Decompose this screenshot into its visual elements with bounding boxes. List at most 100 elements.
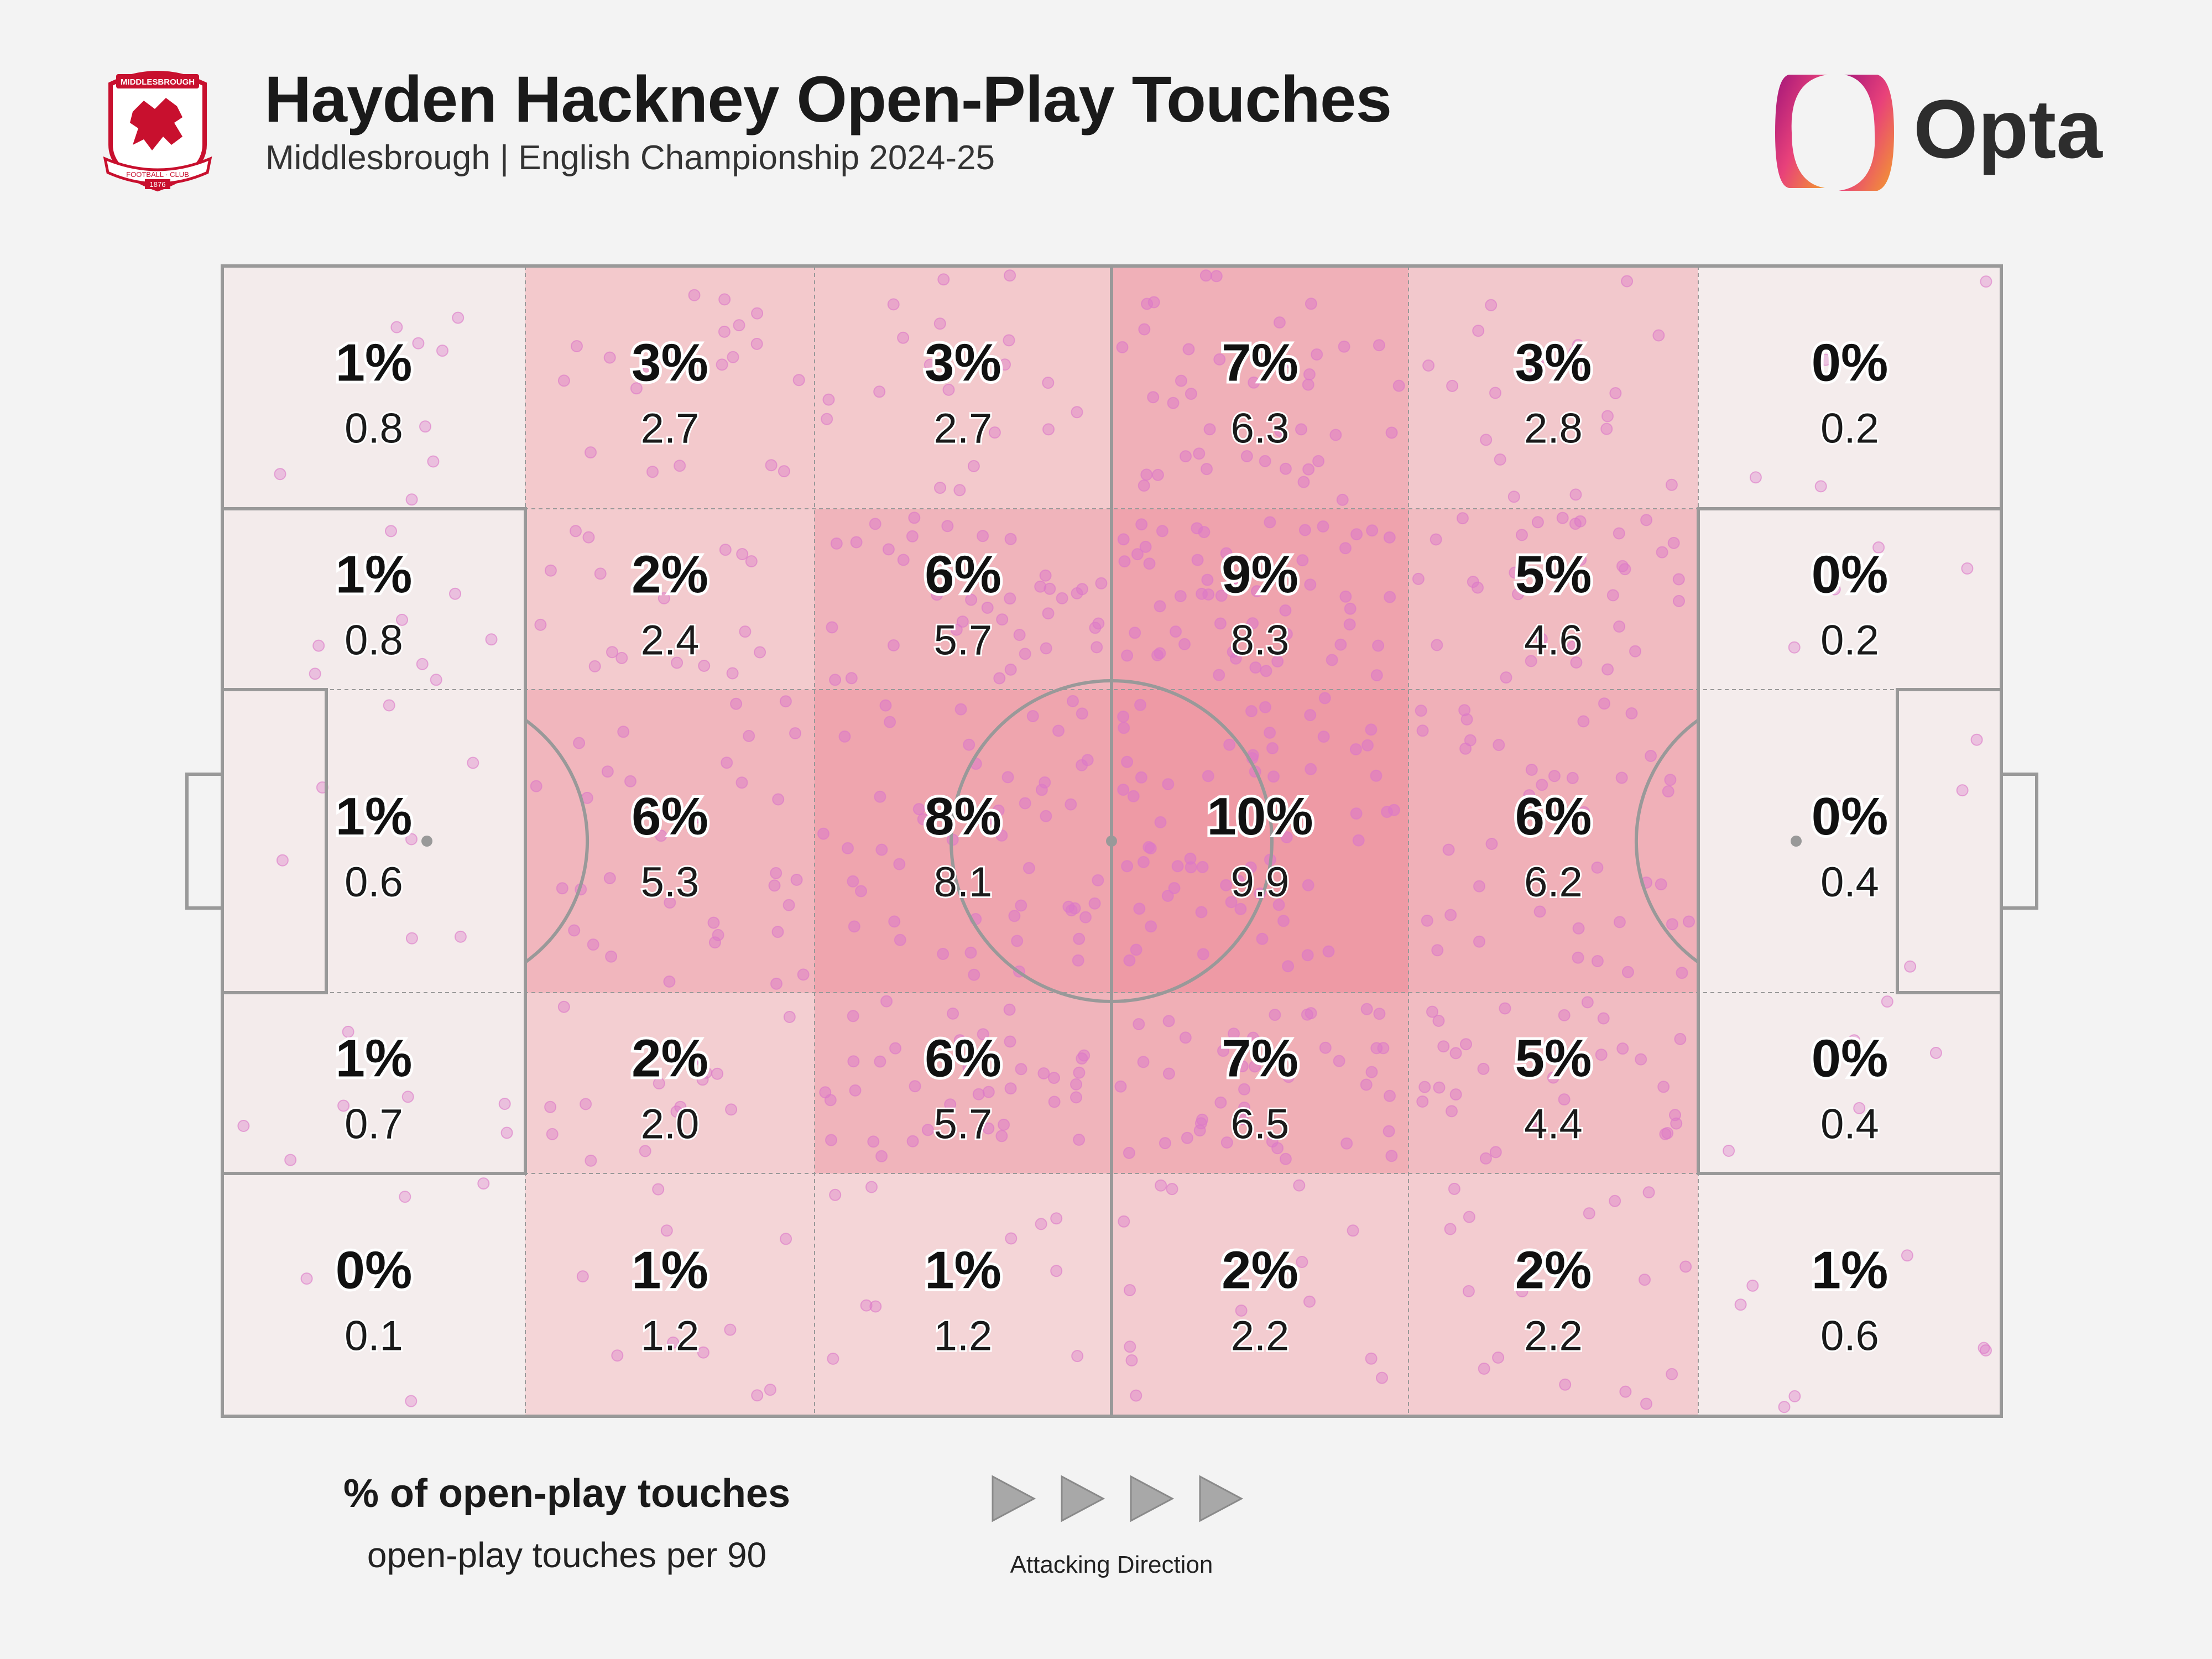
touch-dot	[312, 639, 325, 652]
touch-dot	[1228, 1066, 1240, 1079]
chart-title: Hayden Hackney Open-Play Touches	[264, 63, 1392, 136]
touch-dot	[1081, 754, 1094, 766]
touch-dot	[1154, 816, 1167, 828]
touch-dot	[1317, 731, 1330, 743]
touch-dot	[1664, 774, 1677, 786]
touch-dot	[1556, 512, 1569, 524]
zone-r3-c2	[815, 993, 1112, 1173]
touch-dot	[1015, 1063, 1027, 1076]
touch-dot	[1463, 1211, 1475, 1223]
touch-dot	[1004, 663, 1017, 676]
touch-dot	[1442, 843, 1455, 856]
touch-dot	[557, 1000, 570, 1013]
zone-per90-label: 2.4	[641, 617, 700, 664]
touch-dot	[624, 775, 637, 787]
touch-dot	[1297, 476, 1310, 488]
touch-dot	[405, 833, 418, 846]
touch-dot	[1238, 1102, 1251, 1114]
touch-dot	[606, 646, 618, 659]
touch-dot	[1635, 1053, 1647, 1066]
touch-dot	[646, 466, 659, 478]
touch-dot	[1462, 1285, 1475, 1297]
touch-dot	[1162, 778, 1175, 791]
touch-dot	[1723, 1145, 1735, 1157]
touch-dot	[917, 813, 930, 826]
touch-dot	[772, 793, 785, 806]
touch-dot	[485, 633, 498, 646]
zone-per90-label: 9.9	[1231, 859, 1290, 906]
touch-dot	[830, 537, 843, 550]
touch-dot	[1088, 897, 1101, 910]
touch-dot	[1179, 1031, 1192, 1044]
touch-dot	[1167, 397, 1180, 409]
touch-dot	[1004, 1082, 1017, 1095]
touch-dot	[850, 536, 863, 549]
touch-dot	[1305, 298, 1317, 310]
touch-dot	[712, 928, 724, 941]
touch-dot	[1147, 296, 1160, 309]
zone-per90-label: 1.2	[934, 1313, 993, 1360]
touch-dot	[1370, 669, 1383, 682]
direction-arrow-icon	[1061, 1475, 1105, 1522]
zone-per90-label: 6.5	[1231, 1101, 1290, 1148]
touch-dot	[782, 899, 795, 911]
touch-dot	[615, 651, 628, 664]
touch-dot	[995, 1130, 1008, 1142]
zone-dividers	[222, 266, 2001, 1416]
touch-dot	[1372, 639, 1385, 652]
touch-dot	[1214, 1096, 1227, 1109]
touch-dot	[1601, 410, 1614, 422]
touch-dot	[1203, 423, 1216, 436]
pitch-spots	[421, 836, 1802, 847]
touch-dot	[1180, 450, 1192, 463]
touch-dot	[1656, 546, 1668, 559]
touch-dot	[1507, 491, 1520, 503]
touch-dot	[847, 875, 859, 888]
touch-dot	[1056, 592, 1068, 604]
touch-dot	[1001, 771, 1014, 784]
touch-dot	[1196, 860, 1209, 873]
touch-dot	[1138, 323, 1151, 336]
touch-dot	[1499, 1002, 1511, 1015]
touch-dot	[1344, 602, 1357, 615]
legend-per90-label: open-play touches per 90	[367, 1535, 767, 1575]
touch-dot	[660, 1224, 673, 1237]
zone-r0-c3	[1112, 266, 1408, 509]
touch-dot	[730, 697, 743, 710]
touch-dot	[1303, 368, 1316, 380]
touch-dot	[1123, 954, 1136, 967]
touch-dot	[954, 703, 967, 716]
touch-dot	[1640, 1397, 1652, 1410]
zone-percent-label: 1%	[336, 1029, 413, 1088]
touch-dot	[1076, 583, 1088, 596]
touch-dot	[884, 716, 896, 728]
zone-r1-c0	[222, 509, 525, 690]
touch-dot	[1572, 339, 1584, 351]
touch-dot	[716, 358, 728, 371]
touch-dot	[1092, 874, 1104, 886]
zone-percent-label: 1%	[336, 545, 413, 604]
touch-dot	[727, 351, 739, 363]
touch-dot	[1247, 1031, 1259, 1044]
touch-dot	[1600, 422, 1613, 435]
legend-percent-label: % of open-play touches	[343, 1472, 791, 1516]
touch-dot	[1366, 524, 1379, 537]
touch-dot	[1305, 763, 1317, 775]
touch-dot	[1140, 468, 1153, 481]
touch-dot	[1449, 1088, 1462, 1101]
touch-dot	[995, 829, 1008, 842]
touch-dot	[1319, 1041, 1332, 1054]
touch-dot	[1673, 594, 1685, 607]
touch-dot	[1412, 572, 1425, 585]
touch-dot	[1227, 645, 1239, 658]
touch-dot	[1181, 1131, 1193, 1144]
touch-dot	[1264, 727, 1276, 739]
touch-dot	[967, 460, 980, 472]
touch-dot	[829, 1188, 842, 1201]
touch-dot	[1161, 890, 1174, 902]
touch-dot	[1201, 463, 1213, 476]
touch-dot	[1339, 590, 1352, 603]
touch-dot	[1159, 1137, 1171, 1150]
touch-dot	[1578, 806, 1590, 818]
touch-dot	[817, 827, 830, 840]
